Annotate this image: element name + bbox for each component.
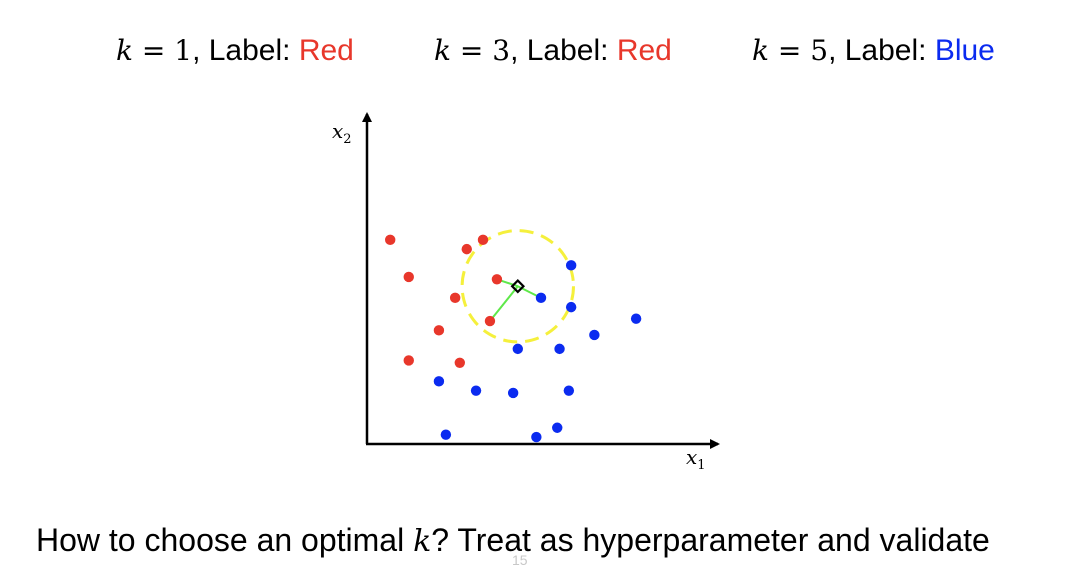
query-point	[510, 279, 526, 294]
red-point-5	[491, 274, 503, 285]
blue-point-7	[554, 343, 565, 355]
heading-k3: k = 3, Label: Red	[434, 34, 672, 67]
red-point-3	[477, 234, 489, 246]
blue-point-5	[589, 329, 600, 341]
red-point-10	[454, 357, 465, 368]
blue-point-3	[565, 301, 577, 313]
neighbor-lines	[489, 278, 542, 322]
red-point-2	[461, 243, 472, 255]
blue-point-6	[512, 343, 523, 355]
red-point-1	[385, 234, 396, 246]
heading-k3-label: Red	[616, 34, 672, 67]
blue-points	[433, 260, 642, 443]
blue-point-12	[440, 429, 452, 440]
page-number: 15	[512, 552, 528, 568]
blue-point-8	[433, 376, 445, 387]
blue-point-11	[563, 385, 575, 396]
red-points	[385, 234, 503, 368]
caption: How to choose an optimal k? Treat as hyp…	[36, 522, 990, 559]
blue-point-10	[507, 387, 519, 399]
blue-point-4	[630, 313, 642, 324]
blue-point-9	[470, 385, 482, 396]
red-point-6	[449, 292, 461, 304]
red-point-8	[433, 325, 445, 336]
heading-k1: k = 1, Label: Red	[116, 34, 354, 67]
knn-scatter-plot: x2 x1	[332, 112, 720, 473]
red-point-9	[403, 355, 414, 366]
heading-k1-label: Red	[298, 34, 354, 67]
k-label-headings: k = 1, Label: Red k = 3, Label: Red k = …	[0, 28, 1088, 74]
neighbor-line-3	[489, 285, 519, 322]
red-point-4	[403, 271, 414, 283]
heading-k5: k = 5, Label: Blue	[752, 34, 995, 67]
blue-point-2	[535, 292, 547, 304]
red-point-7	[484, 315, 496, 327]
blue-point-13	[531, 431, 542, 443]
heading-k5-label: Blue	[934, 34, 995, 67]
blue-point-14	[552, 422, 563, 433]
y-axis-label: x2	[332, 119, 352, 147]
blue-point-1	[565, 260, 577, 271]
x-axis-label: x1	[686, 445, 706, 473]
